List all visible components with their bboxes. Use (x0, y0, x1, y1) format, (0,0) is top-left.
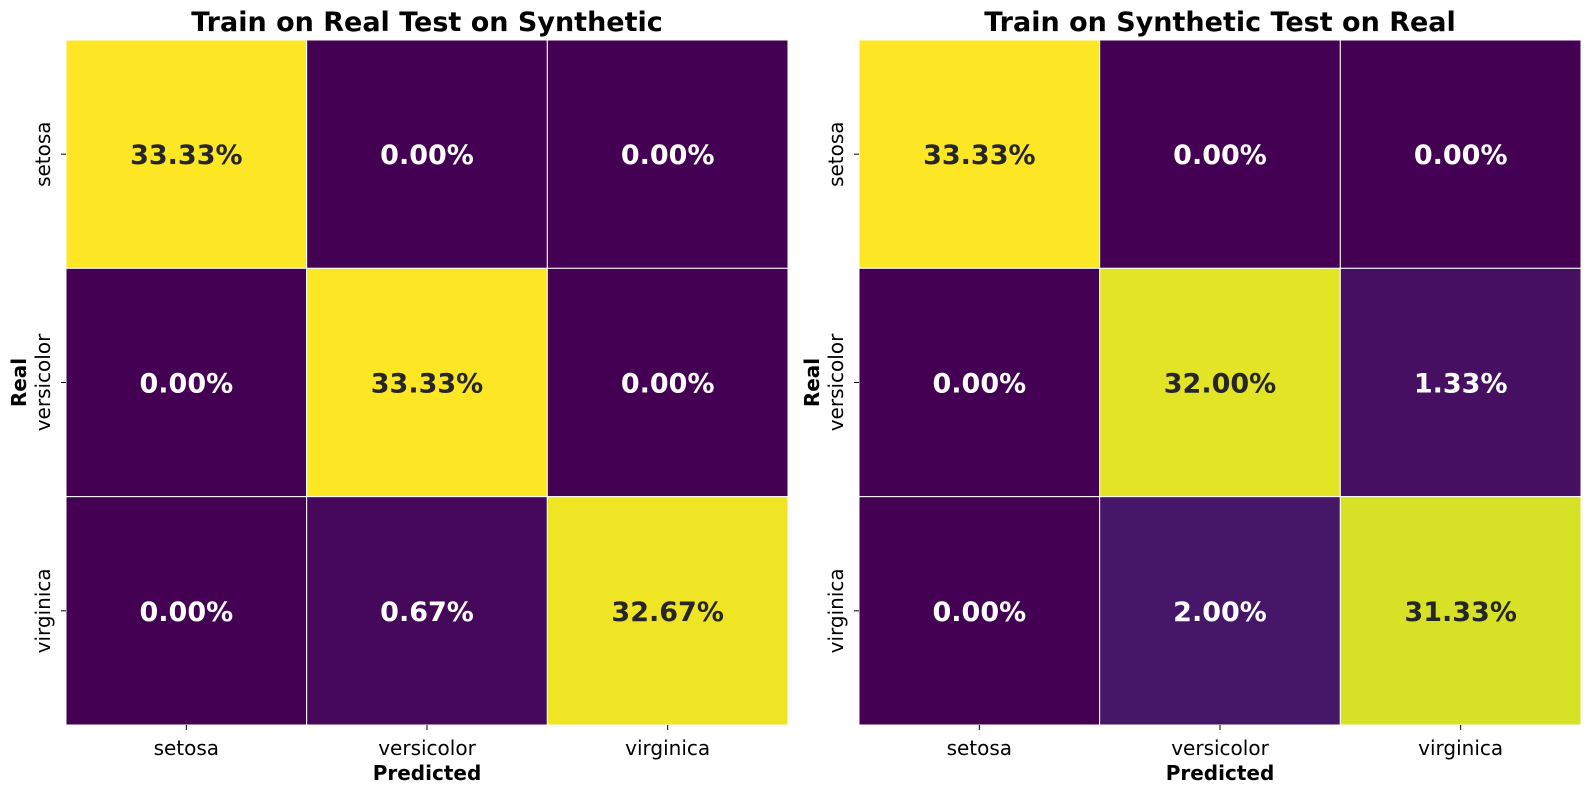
cell-value-label-1-r2-c1: 0.00% (139, 369, 233, 400)
x-tick-label-2-2: versicolor (1171, 736, 1269, 760)
heatmap-cell-1-r2-c3 (546, 267, 789, 498)
x-tick-label-2-1: setosa (947, 736, 1012, 760)
heatmap-cell-1-r1-c2 (306, 39, 548, 269)
heatmap-cell-1-r1-c3 (546, 39, 789, 269)
y-tick-label-1-2: versicolor (31, 333, 55, 431)
y-axis-label-2: Real (800, 358, 824, 407)
cell-value-label-1-r2-c2: 33.33% (371, 369, 483, 400)
cell-value-label-2-r3-c1: 0.00% (932, 597, 1026, 628)
cell-value-label-1-r1-c1: 33.33% (130, 140, 242, 171)
x-tick-label-2-3: virginica (1418, 736, 1503, 760)
heatmap-cell-2-r1-c2 (1099, 39, 1341, 269)
cell-value-label-2-r2-c3: 1.33% (1414, 369, 1508, 400)
heatmap-cell-1-r1-c1 (65, 39, 308, 269)
heatmap-cell-2-r3-c3 (1339, 496, 1582, 726)
heatmap-cell-2-r2-c2 (1099, 267, 1341, 498)
cell-value-label-2-r2-c1: 0.00% (932, 369, 1026, 400)
cell-value-label-1-r1-c2: 0.00% (380, 140, 474, 171)
cell-value-label-1-r3-c2: 0.67% (380, 597, 474, 628)
cell-value-label-1-r2-c3: 0.00% (621, 369, 715, 400)
heatmap-cell-2-r1-c1 (858, 39, 1101, 269)
cell-value-label-2-r3-c3: 31.33% (1404, 597, 1516, 628)
y-axis-label-1: Real (7, 358, 31, 407)
heatmap-cell-1-r2-c2 (306, 267, 548, 498)
y-tick-label-1-1: setosa (31, 121, 55, 186)
x-tick-label-1-3: virginica (625, 736, 710, 760)
heatmap-cell-1-r2-c1 (65, 267, 308, 498)
cell-value-label-1-r1-c3: 0.00% (621, 140, 715, 171)
heatmap-cell-1-r3-c2 (306, 496, 548, 726)
x-tick-label-1-2: versicolor (378, 736, 476, 760)
y-tick-label-2-2: versicolor (824, 333, 848, 431)
heatmap-cell-2-r3-c2 (1099, 496, 1341, 726)
x-tick-label-1-1: setosa (154, 736, 219, 760)
x-axis-label-1: Predicted (373, 761, 482, 785)
chart-title-2: Train on Synthetic Test on Real (984, 7, 1456, 38)
cell-value-label-2-r2-c2: 32.00% (1164, 369, 1276, 400)
y-tick-label-2-3: virginica (824, 568, 848, 653)
heatmap-cell-2-r1-c3 (1339, 39, 1582, 269)
cell-value-label-1-r3-c3: 32.67% (611, 597, 723, 628)
heatmap-cell-1-r3-c1 (65, 496, 308, 726)
y-tick-label-1-3: virginica (31, 568, 55, 653)
cell-value-label-2-r3-c2: 2.00% (1173, 597, 1267, 628)
cell-value-label-2-r1-c3: 0.00% (1414, 140, 1508, 171)
heatmap-panel-2: Train on Synthetic Test on Real 33.33% 0.0… (800, 7, 1582, 785)
y-tick-label-2-1: setosa (824, 121, 848, 186)
cell-value-label-1-r3-c1: 0.00% (139, 597, 233, 628)
heatmap-panel-1: Train on Real Test on Synthetic 33.33% 0.0… (7, 7, 789, 785)
x-axis-label-2: Predicted (1166, 761, 1275, 785)
cell-value-label-2-r1-c1: 33.33% (923, 140, 1035, 171)
heatmap-cell-2-r2-c1 (858, 267, 1101, 498)
cell-value-label-2-r1-c2: 0.00% (1173, 140, 1267, 171)
chart-title-1: Train on Real Test on Synthetic (191, 7, 663, 38)
heatmap-cell-2-r2-c3 (1339, 267, 1582, 498)
